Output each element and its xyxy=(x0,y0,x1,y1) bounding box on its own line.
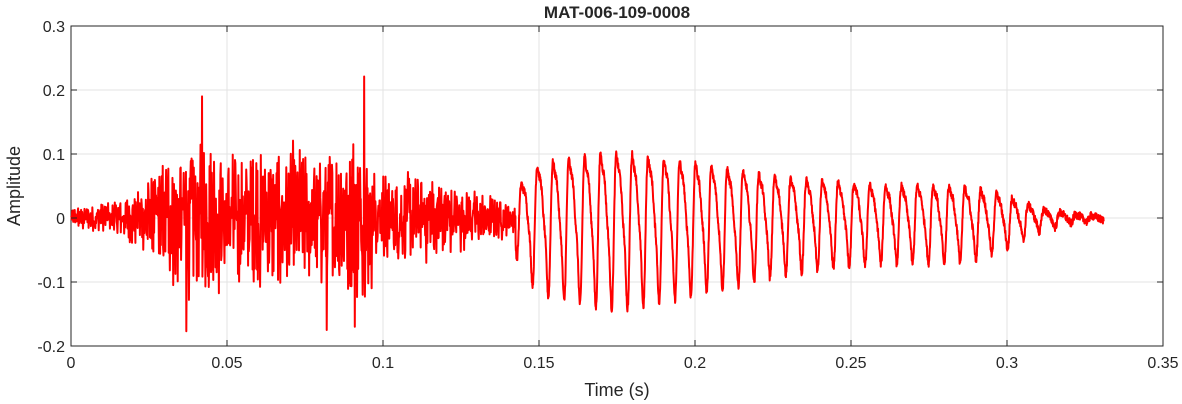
y-tick-label: -0.2 xyxy=(37,339,65,356)
x-tick-label: 0.1 xyxy=(372,355,394,372)
y-tick-label: -0.1 xyxy=(37,275,65,292)
x-tick-label: 0.25 xyxy=(835,355,866,372)
waveform-series xyxy=(70,75,1105,333)
chart-title: MAT-006-109-0008 xyxy=(544,3,690,22)
y-tick-label: 0 xyxy=(56,211,65,228)
axis-ticks: 0 0.05 0.1 0.15 0.2 0.25 0.3 0.35 -0.2 -0.1 0 0.1 0.… xyxy=(37,19,1178,372)
plot-area xyxy=(70,25,1164,347)
y-axis-label: Amplitude xyxy=(4,146,24,226)
x-tick-label: 0.35 xyxy=(1147,355,1178,372)
y-tick-label: 0.3 xyxy=(43,19,65,36)
y-tick-label: 0.1 xyxy=(43,147,65,164)
x-tick-label: 0.05 xyxy=(211,355,242,372)
x-axis-label: Time (s) xyxy=(584,380,649,400)
x-tick-label: 0.2 xyxy=(684,355,706,372)
x-tick-label: 0 xyxy=(67,355,76,372)
x-tick-label: 0.15 xyxy=(523,355,554,372)
x-tick-label: 0.3 xyxy=(996,355,1018,372)
y-tick-label: 0.2 xyxy=(43,83,65,100)
